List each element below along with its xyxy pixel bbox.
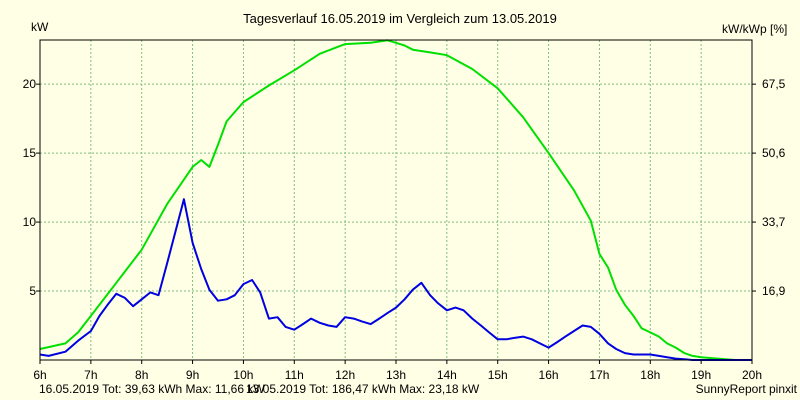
x-tick-label: 12h — [335, 368, 355, 382]
x-tick-label: 11h — [285, 368, 304, 382]
series-line-16-05-2019 — [39, 198, 752, 361]
x-tick-label: 17h — [589, 368, 609, 382]
x-tick-label: 18h — [640, 368, 660, 382]
x-tick-label: 10h — [233, 368, 253, 382]
x-tick-label: 16h — [539, 368, 559, 382]
y-tick-label-right: 67,5 — [762, 77, 786, 91]
legend-13-05: 13.05.2019 Tot: 186,47 kWh Max: 23,18 kW — [246, 382, 480, 396]
x-tick-label: 14h — [437, 368, 457, 382]
x-tick-label: 20h — [742, 368, 762, 382]
footer-credit: SunnyReport pinxit — [696, 382, 798, 396]
y-tick-label-left: 5 — [29, 284, 36, 298]
x-tick-label: 7h — [84, 368, 97, 382]
x-tick-label: 9h — [186, 368, 199, 382]
y-axis-left-label: kW — [31, 20, 49, 34]
series-lines — [39, 39, 752, 361]
series-line-13-05-2019 — [39, 39, 752, 361]
y-tick-label-left: 20 — [23, 77, 37, 91]
y-tick-label-left: 10 — [23, 215, 37, 229]
y-tick-label-right: 16,9 — [762, 284, 786, 298]
chart-title: Tagesverlauf 16.05.2019 im Vergleich zum… — [243, 11, 557, 26]
grid — [40, 40, 752, 360]
y-tick-label-right: 33,7 — [762, 215, 786, 229]
x-tick-label: 13h — [386, 368, 406, 382]
y-axis-right-label: kW/kWp [%] — [722, 22, 787, 36]
axis-ticks: 6h 7h 8h 9h 10h 11h 12h 13h 14h 15h 16h 17h 18h 19h 20… — [23, 77, 786, 382]
x-tick-label: 8h — [135, 368, 148, 382]
x-tick-label: 15h — [488, 368, 508, 382]
y-tick-label-left: 15 — [23, 146, 37, 160]
legend-16-05: 16.05.2019 Tot: 39,63 kWh Max: 11,66 kW — [39, 382, 265, 396]
x-tick-label: 6h — [33, 368, 46, 382]
y-tick-label-right: 50,6 — [762, 146, 786, 160]
x-tick-label: 19h — [691, 368, 711, 382]
